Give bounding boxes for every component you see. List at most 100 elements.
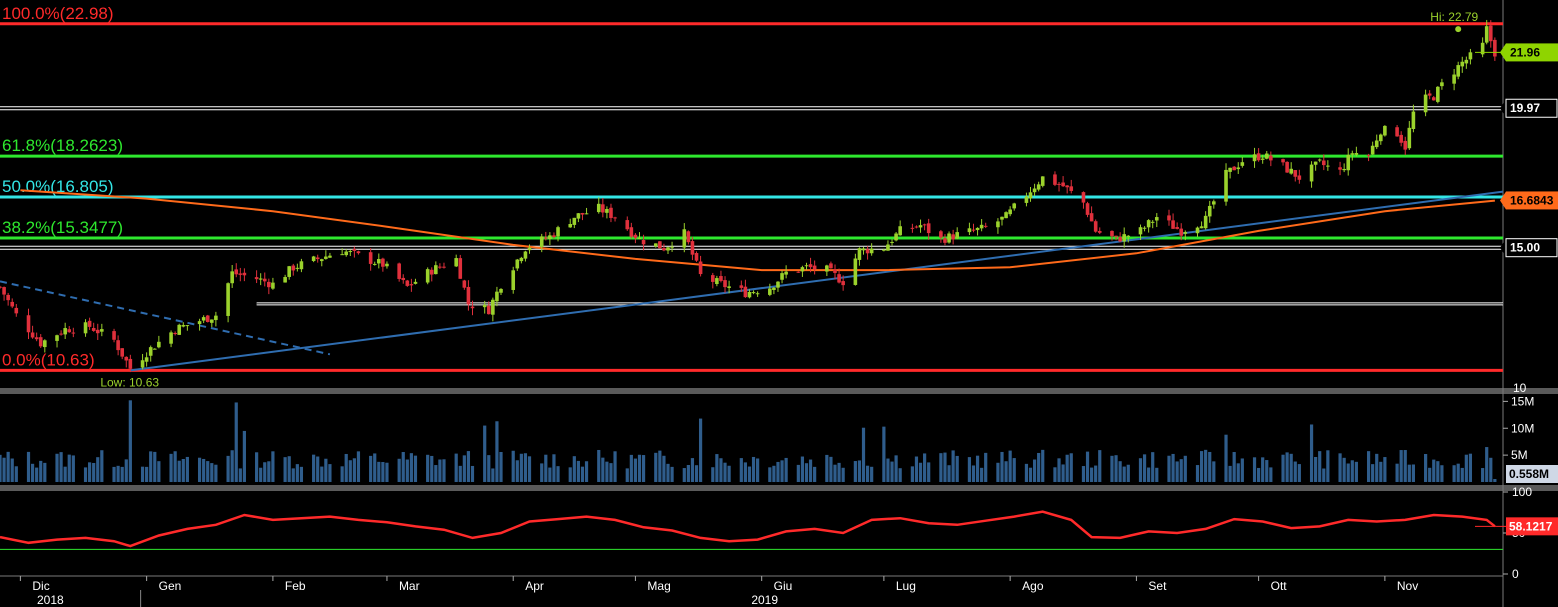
volume-bar [894, 455, 898, 482]
candle-up [1452, 74, 1456, 84]
volume-bar [1456, 463, 1460, 482]
candle-down [234, 269, 239, 275]
volume-bar [980, 467, 984, 482]
volume-bar [666, 463, 670, 482]
volume-bar [576, 460, 580, 482]
volume-bar [1090, 467, 1094, 482]
panel-divider[interactable] [0, 388, 1558, 394]
volume-bar [1142, 454, 1147, 482]
candle-down [939, 231, 943, 238]
volume-bar [287, 456, 291, 482]
volume-bar [88, 462, 92, 482]
candle-up [979, 224, 984, 229]
volume-bar [1424, 454, 1428, 482]
candle-up [1032, 188, 1037, 193]
candle-down [397, 263, 401, 279]
volume-bar [829, 456, 833, 482]
candle-up [918, 225, 923, 228]
candle-up [1484, 26, 1489, 43]
volume-bar [768, 467, 772, 482]
candle-down [1293, 170, 1298, 177]
candle-up [576, 213, 581, 219]
candle-up [853, 258, 858, 285]
volume-bar [124, 459, 128, 482]
candle-up [568, 224, 573, 228]
candle-down [808, 264, 813, 268]
volume-bar [43, 462, 47, 482]
candle-up [1464, 59, 1469, 64]
candle-up [1309, 164, 1314, 182]
volume-bar [409, 453, 413, 482]
candle-down [841, 281, 845, 286]
volume-bar [470, 465, 475, 482]
volume-bar [1493, 479, 1497, 482]
candle-up [1260, 158, 1265, 160]
candle-down [922, 224, 927, 226]
volume-bar [438, 459, 442, 482]
candle-up [1154, 217, 1159, 221]
volume-bar [1151, 452, 1155, 482]
candle-up [596, 203, 601, 213]
candle-up [372, 263, 377, 265]
volume-bar [1118, 461, 1122, 482]
panel-divider[interactable] [0, 485, 1558, 491]
volume-bar [637, 454, 642, 482]
fib-label: 0.0%(10.63) [2, 350, 95, 369]
volume-bar [1041, 449, 1045, 482]
candle-down [1057, 183, 1061, 185]
volume-bar [1232, 452, 1236, 482]
volume-bar [686, 464, 690, 482]
candle-up [572, 217, 577, 225]
candle-up [800, 267, 805, 272]
candle-down [30, 332, 35, 338]
candle-down [67, 329, 72, 333]
candle-down [1395, 127, 1399, 137]
candle-up [413, 281, 418, 284]
volume-bar [1281, 454, 1285, 482]
volume-bar [971, 465, 976, 482]
candle-up [1350, 153, 1355, 155]
candle-down [2, 287, 6, 295]
volume-bar [951, 450, 955, 482]
candle-down [552, 235, 556, 238]
candle-up [1224, 169, 1228, 202]
volume-last-tag: 0.558M [1509, 467, 1549, 481]
volume-bar [613, 451, 617, 482]
candle-up [201, 317, 206, 321]
volume-bar [324, 458, 328, 482]
volume-bar [116, 465, 120, 482]
volume-bar [1261, 457, 1265, 482]
volume-bar [898, 468, 902, 482]
volume-bar [1285, 452, 1289, 482]
candle-up [1228, 167, 1232, 172]
volume-bar [369, 455, 373, 482]
volume-bar [955, 455, 959, 482]
candle-up [1040, 176, 1045, 186]
dashed-trendline [0, 280, 331, 356]
volume-bar [1171, 453, 1175, 482]
volume-bar [320, 466, 324, 482]
candle-up [144, 357, 149, 362]
candle-up [825, 265, 829, 272]
candle-down [951, 234, 955, 240]
volume-bar [601, 457, 605, 482]
candle-up [670, 246, 674, 248]
volume-bar [580, 466, 585, 482]
candle-up [1000, 216, 1004, 220]
volume-bar [1179, 459, 1183, 482]
volume-bar [1309, 424, 1314, 482]
volume-bar [747, 466, 752, 482]
volume-bar [434, 465, 438, 482]
candle-down [356, 251, 361, 254]
candle-down [719, 276, 723, 281]
candle-down [1232, 166, 1236, 171]
volume-bar [1468, 453, 1473, 482]
candle-down [609, 207, 613, 218]
volume-bar [1440, 465, 1444, 482]
volume-bar [861, 427, 866, 482]
candle-up [258, 278, 263, 280]
candle-down [1427, 93, 1432, 96]
volume-bar [641, 455, 646, 482]
candle-down [87, 320, 92, 327]
volume-bar [255, 452, 259, 482]
